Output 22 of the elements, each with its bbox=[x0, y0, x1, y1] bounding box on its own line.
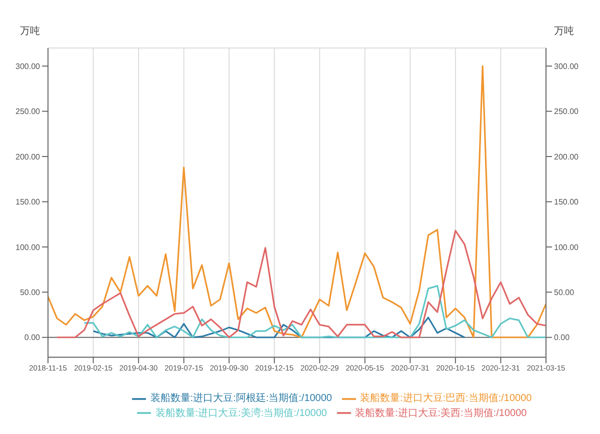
legend-label: 装船数量:进口大豆:阿根廷:当期值:/10000 bbox=[150, 393, 332, 404]
legend-label: 装船数量:进口大豆:美西:当期值:/10000 bbox=[355, 408, 527, 419]
y-tick-label: 250.00 bbox=[16, 107, 41, 116]
y2-tick-label: 50.00 bbox=[554, 288, 575, 298]
y2-tick-label: 100.00 bbox=[554, 242, 580, 252]
y2-axis-title: 万吨 bbox=[554, 25, 574, 37]
y2-tick-label: 250.00 bbox=[554, 107, 580, 116]
legend-label: 装船数量:进口大豆:巴西:当期值:/10000 bbox=[360, 393, 532, 404]
line-series bbox=[83, 285, 546, 338]
y2-tick-label: 150.00 bbox=[554, 198, 580, 207]
y-tick-label: 200.00 bbox=[16, 152, 41, 162]
y2-tick-label: 0.00 bbox=[554, 333, 570, 342]
y-tick-label: 100.00 bbox=[16, 242, 41, 252]
y2-tick-label: 300.00 bbox=[554, 62, 580, 71]
y-tick-label: 150.00 bbox=[16, 198, 41, 207]
legend-label: 装船数量:进口大豆:美湾:当期值:/10000 bbox=[155, 408, 327, 419]
y2-tick-label: 200.00 bbox=[554, 152, 580, 162]
y-axis-title: 万吨 bbox=[20, 25, 40, 37]
y-tick-label: 50.00 bbox=[20, 288, 41, 298]
y-tick-label: 300.00 bbox=[16, 62, 41, 71]
y-tick-label: 0.00 bbox=[24, 333, 41, 342]
line-series bbox=[56, 230, 546, 338]
